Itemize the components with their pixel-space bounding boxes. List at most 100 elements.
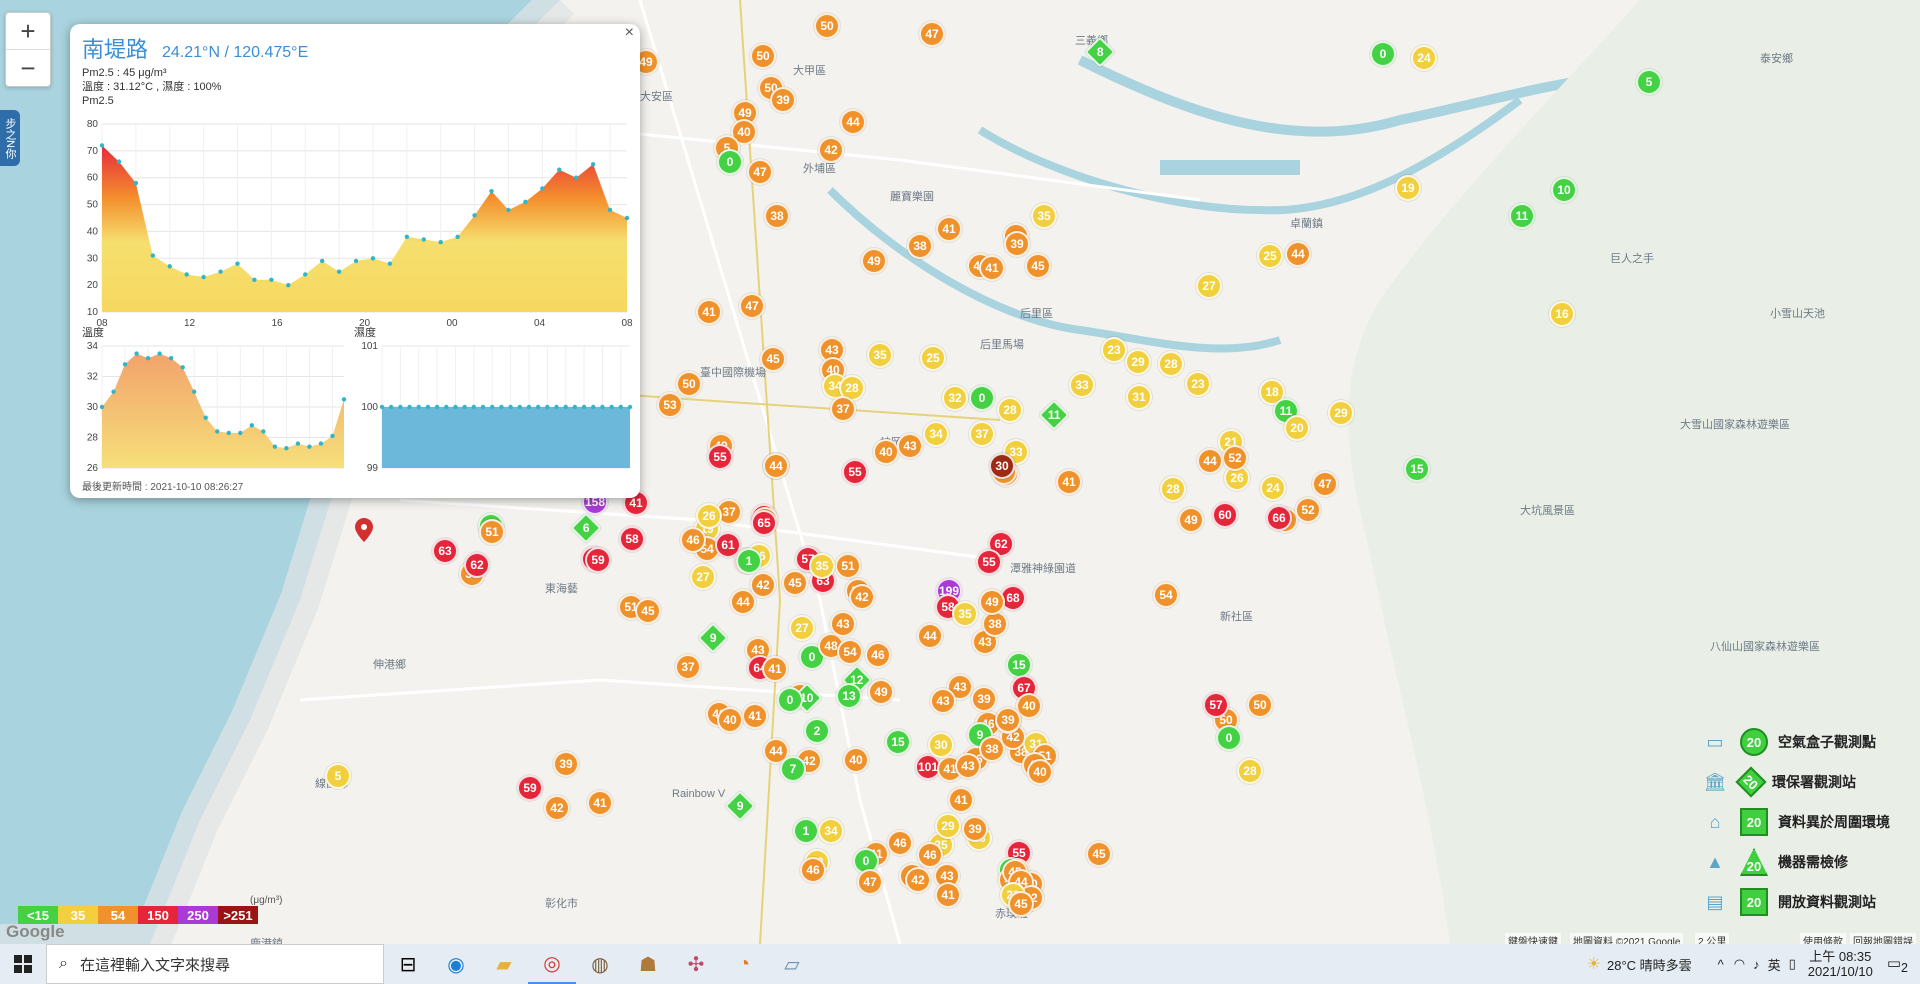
- station-marker[interactable]: 59: [585, 547, 611, 573]
- station-marker[interactable]: 49: [1178, 507, 1204, 533]
- station-marker[interactable]: 51: [835, 553, 861, 579]
- station-marker[interactable]: 41: [948, 787, 974, 813]
- station-marker[interactable]: 34: [818, 818, 844, 844]
- station-marker[interactable]: 44: [840, 109, 866, 135]
- station-marker[interactable]: 47: [1312, 471, 1338, 497]
- station-marker[interactable]: 44: [1197, 448, 1223, 474]
- station-marker[interactable]: 45: [782, 570, 808, 596]
- station-marker[interactable]: 40: [1016, 693, 1042, 719]
- station-marker[interactable]: 52: [1222, 445, 1248, 471]
- station-marker[interactable]: 66: [1266, 505, 1292, 531]
- station-marker[interactable]: 49: [868, 679, 894, 705]
- file-explorer-icon[interactable]: ▰: [496, 953, 512, 976]
- taskbar-search-box[interactable]: ⌕ 在這裡輸入文字來搜尋: [46, 944, 384, 984]
- station-marker[interactable]: 43: [930, 688, 956, 714]
- app-icon-4[interactable]: ▱: [784, 953, 800, 976]
- station-marker[interactable]: 28: [839, 375, 865, 401]
- station-marker[interactable]: 23: [1101, 337, 1127, 363]
- station-marker[interactable]: 65: [751, 510, 777, 536]
- station-marker[interactable]: 28: [1160, 476, 1186, 502]
- station-marker[interactable]: 43: [830, 611, 856, 637]
- station-marker[interactable]: 29: [1328, 400, 1354, 426]
- keyboard-shortcuts-link[interactable]: 鍵盤快速鍵: [1505, 933, 1561, 944]
- station-marker[interactable]: 24: [1411, 45, 1437, 71]
- station-marker[interactable]: 47: [919, 21, 945, 47]
- station-marker[interactable]: 30: [989, 453, 1015, 479]
- station-marker[interactable]: 43: [972, 629, 998, 655]
- station-marker[interactable]: 61: [715, 532, 741, 558]
- chrome-browser-icon[interactable]: ◎: [528, 944, 576, 984]
- station-marker[interactable]: 11: [1509, 203, 1535, 229]
- station-marker[interactable]: 40: [873, 439, 899, 465]
- station-marker[interactable]: 46: [887, 830, 913, 856]
- station-marker[interactable]: 47: [857, 869, 883, 895]
- station-marker[interactable]: 23: [1185, 371, 1211, 397]
- station-marker[interactable]: 35: [952, 601, 978, 627]
- station-marker[interactable]: 5: [1636, 69, 1662, 95]
- station-marker[interactable]: 50: [1247, 692, 1273, 718]
- station-marker[interactable]: 52: [1295, 497, 1321, 523]
- station-marker[interactable]: 42: [849, 584, 875, 610]
- station-marker[interactable]: 28: [997, 397, 1023, 423]
- station-marker[interactable]: 54: [1153, 582, 1179, 608]
- station-marker[interactable]: 41: [762, 656, 788, 682]
- station-marker[interactable]: 37: [969, 421, 995, 447]
- station-marker[interactable]: 24: [1260, 475, 1286, 501]
- edge-browser-icon[interactable]: ◉: [447, 953, 465, 976]
- zoom-out-button[interactable]: −: [20, 52, 36, 83]
- app-icon-1[interactable]: ◍: [591, 953, 609, 976]
- station-marker[interactable]: 43: [955, 753, 981, 779]
- station-marker[interactable]: 30: [928, 732, 954, 758]
- station-marker[interactable]: 20: [1284, 415, 1310, 441]
- station-marker[interactable]: 46: [917, 842, 943, 868]
- station-marker[interactable]: 63: [432, 538, 458, 564]
- station-marker[interactable]: 27: [690, 564, 716, 590]
- clock[interactable]: 上午 08:35 2021/10/10: [1808, 949, 1873, 979]
- station-marker[interactable]: 47: [739, 293, 765, 319]
- app-icon-3[interactable]: ✣: [687, 953, 705, 976]
- station-marker[interactable]: 0: [1216, 725, 1242, 751]
- station-marker[interactable]: 1: [736, 548, 762, 574]
- station-marker[interactable]: 26: [696, 503, 722, 529]
- station-marker[interactable]: 19: [1395, 175, 1421, 201]
- station-marker[interactable]: 41: [1056, 469, 1082, 495]
- volume-icon[interactable]: ♪: [1753, 956, 1760, 972]
- station-marker[interactable]: 39: [553, 751, 579, 777]
- station-marker[interactable]: 32: [942, 385, 968, 411]
- task-view-icon[interactable]: ⊟: [399, 953, 417, 976]
- station-marker[interactable]: 55: [707, 444, 733, 470]
- network-icon[interactable]: ◠: [1733, 956, 1746, 971]
- station-marker[interactable]: 40: [1027, 759, 1053, 785]
- station-marker[interactable]: 15: [885, 729, 911, 755]
- station-marker[interactable]: 15: [1404, 456, 1430, 482]
- station-marker[interactable]: 10: [1551, 177, 1577, 203]
- station-marker[interactable]: 28: [1158, 351, 1184, 377]
- station-marker[interactable]: 46: [680, 527, 706, 553]
- station-marker[interactable]: 16: [1549, 301, 1575, 327]
- report-error-link[interactable]: 回報地圖錯誤: [1850, 933, 1916, 944]
- station-marker[interactable]: 44: [730, 589, 756, 615]
- input-method[interactable]: 英: [1767, 957, 1781, 973]
- terms-link[interactable]: 使用條款: [1800, 933, 1846, 944]
- station-marker[interactable]: 41: [587, 790, 613, 816]
- station-marker[interactable]: 41: [935, 882, 961, 908]
- side-panel-tab[interactable]: 步之N你: [0, 110, 20, 166]
- station-marker[interactable]: 50: [814, 13, 840, 39]
- app-icon-2[interactable]: ☗: [639, 953, 657, 976]
- station-marker[interactable]: 31: [1126, 384, 1152, 410]
- station-marker[interactable]: 40: [843, 747, 869, 773]
- station-marker[interactable]: 27: [789, 615, 815, 641]
- station-marker[interactable]: 0: [717, 149, 743, 175]
- popup-close-button[interactable]: ×: [624, 24, 634, 41]
- station-marker[interactable]: 35: [809, 553, 835, 579]
- station-marker[interactable]: 1: [793, 818, 819, 844]
- windows-start-button[interactable]: [0, 944, 46, 984]
- station-marker[interactable]: 37: [830, 396, 856, 422]
- station-marker[interactable]: 50: [676, 371, 702, 397]
- station-marker[interactable]: 59: [517, 775, 543, 801]
- station-marker[interactable]: 53: [657, 392, 683, 418]
- station-marker[interactable]: 0: [777, 687, 803, 713]
- station-marker[interactable]: 45: [1008, 891, 1034, 917]
- station-marker[interactable]: 28: [1237, 758, 1263, 784]
- station-marker[interactable]: 39: [1004, 231, 1030, 257]
